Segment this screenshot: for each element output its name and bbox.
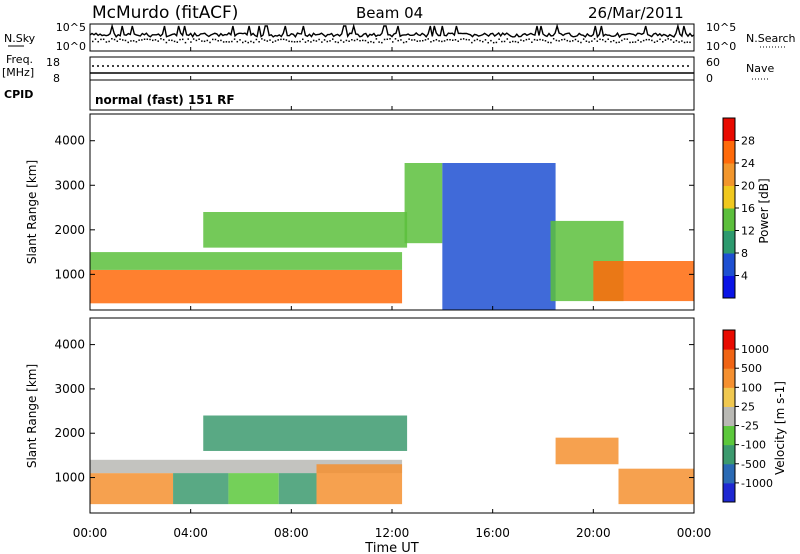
power-cbar-tick: 12 xyxy=(741,225,755,238)
velocity-heatmap xyxy=(90,415,694,505)
nsky-line xyxy=(89,23,695,39)
x-axis-ticks: 00:00 04:00 08:00 12:00 16:00 20:00 00:00 xyxy=(73,47,712,540)
x-tick-label: 08:00 xyxy=(274,526,309,540)
cpid-label: CPID xyxy=(4,88,33,101)
noise-left-top: 10^5 xyxy=(56,21,86,34)
nsky-label: N.Sky xyxy=(4,32,36,45)
nsearch-label: N.Search xyxy=(746,32,796,45)
noise-panel: 10^5 10^0 10^5 10^0 N.Sky N.Search xyxy=(4,21,796,53)
power-cbar-swatch xyxy=(723,275,735,299)
heatmap-region xyxy=(618,468,694,505)
power-cbar-swatch xyxy=(723,163,735,186)
velocity-ylabel: Slant Range [km] xyxy=(25,364,39,468)
velocity-ytick-label: 4000 xyxy=(54,338,85,352)
freq-right-top: 60 xyxy=(706,56,720,69)
heatmap-region xyxy=(278,473,317,505)
velocity-cbar-tick: 500 xyxy=(741,362,762,375)
velocity-cbar-swatch xyxy=(723,349,735,369)
power-cbar-label: Power [dB] xyxy=(757,178,771,243)
velocity-cbar-swatch xyxy=(723,330,735,350)
heatmap-region xyxy=(316,464,403,505)
velocity-ytick-label: 3000 xyxy=(54,382,85,396)
velocity-cbar-swatch xyxy=(723,463,735,484)
velocity-cbar-swatch xyxy=(723,425,735,446)
power-cbar-swatch xyxy=(723,208,735,231)
velocity-cbar-tick: 1000 xyxy=(741,343,769,356)
velocity-panel: 1000 2000 3000 4000 Slant Range [km] 1000 50… xyxy=(25,317,787,514)
velocity-cbar-swatch xyxy=(723,444,735,465)
heatmap-region xyxy=(90,252,403,270)
noise-right-top: 10^5 xyxy=(706,21,736,34)
velocity-cbar-swatch xyxy=(723,406,735,427)
velocity-cbar-swatch xyxy=(723,387,735,407)
x-tick-label: 04:00 xyxy=(173,526,208,540)
velocity-cbar-tick: -500 xyxy=(741,458,766,471)
velocity-ytick-label: 2000 xyxy=(54,426,85,440)
heatmap-region xyxy=(90,473,174,505)
freq-left-bottom: 8 xyxy=(53,72,60,85)
power-cbar-swatch xyxy=(723,118,735,141)
velocity-ytick-label: 1000 xyxy=(54,471,85,485)
power-cbar-tick: 24 xyxy=(741,157,755,170)
power-cbar-tick: 4 xyxy=(741,270,748,283)
freq-label: Freq. xyxy=(6,53,33,66)
velocity-cbar-label: Velocity [m s-1] xyxy=(773,381,787,475)
power-cbar-tick: 16 xyxy=(741,202,755,215)
power-cbar-tick: 8 xyxy=(741,247,748,260)
x-tick-label: 00:00 xyxy=(677,526,712,540)
velocity-yticks: 1000 2000 3000 4000 xyxy=(54,338,694,485)
freq-unit-label: [MHz] xyxy=(2,66,34,79)
date-title: 26/Mar/2011 xyxy=(588,4,684,22)
velocity-cbar-swatch xyxy=(723,368,735,388)
velocity-cbar-tick: -25 xyxy=(741,420,759,433)
heatmap-region xyxy=(555,437,619,465)
heatmap-region xyxy=(203,415,408,451)
power-ylabel: Slant Range [km] xyxy=(25,160,39,264)
station-title: McMurdo (fitACF) xyxy=(92,3,238,23)
freq-left-top: 18 xyxy=(46,56,60,69)
heatmap-region xyxy=(228,473,279,505)
power-heatmap xyxy=(90,163,694,310)
power-cbar-tick: 20 xyxy=(741,180,755,193)
velocity-cbar-tick: -100 xyxy=(741,439,766,452)
heatmap-region xyxy=(593,261,694,302)
power-cbar-swatch xyxy=(723,140,735,164)
cpid-text: normal (fast) 151 RF xyxy=(95,93,235,107)
noise-left-bottom: 10^0 xyxy=(56,40,86,53)
power-ytick-label: 2000 xyxy=(54,223,85,237)
heatmap-region xyxy=(442,163,556,310)
power-cbar-swatch xyxy=(723,230,735,254)
nave-label: Nave xyxy=(746,62,774,75)
x-tick-label: 20:00 xyxy=(576,526,611,540)
x-tick-label: 12:00 xyxy=(375,526,410,540)
heatmap-region xyxy=(173,473,229,505)
power-cbar-swatch xyxy=(723,253,735,276)
power-panel: 1000 2000 3000 4000 Slant Range [km] 4 8 12 16… xyxy=(25,113,771,311)
x-tick-label: 16:00 xyxy=(475,526,510,540)
power-ytick-label: 1000 xyxy=(54,267,85,281)
power-cbar-swatch xyxy=(723,185,735,209)
power-ytick-label: 3000 xyxy=(54,178,85,192)
power-colorbar: 4 8 12 16 20 24 28 xyxy=(722,117,755,299)
velocity-cbar-swatch xyxy=(723,482,735,503)
power-cbar-tick: 28 xyxy=(741,135,755,148)
freq-panel: 18 8 60 0 Freq. [MHz] Nave CPID xyxy=(2,53,774,101)
power-ytick-label: 4000 xyxy=(54,134,85,148)
x-tick-label: 00:00 xyxy=(73,526,108,540)
beam-title: Beam 04 xyxy=(356,4,423,22)
nsearch-dots xyxy=(92,38,691,44)
velocity-cbar-tick: -1000 xyxy=(741,477,773,490)
velocity-cbar-tick: 25 xyxy=(741,400,755,413)
noise-right-bottom: 10^0 xyxy=(706,40,736,53)
heatmap-region xyxy=(404,163,443,244)
power-yticks: 1000 2000 3000 4000 xyxy=(54,134,694,281)
x-axis-label: Time UT xyxy=(364,541,418,554)
freq-right-bottom: 0 xyxy=(706,72,713,85)
velocity-cbar-tick: 100 xyxy=(741,381,762,394)
velocity-colorbar: 1000 500 100 25 -25 -100 -500 -1000 xyxy=(722,329,773,503)
heatmap-region xyxy=(203,212,408,248)
heatmap-region xyxy=(90,269,403,304)
